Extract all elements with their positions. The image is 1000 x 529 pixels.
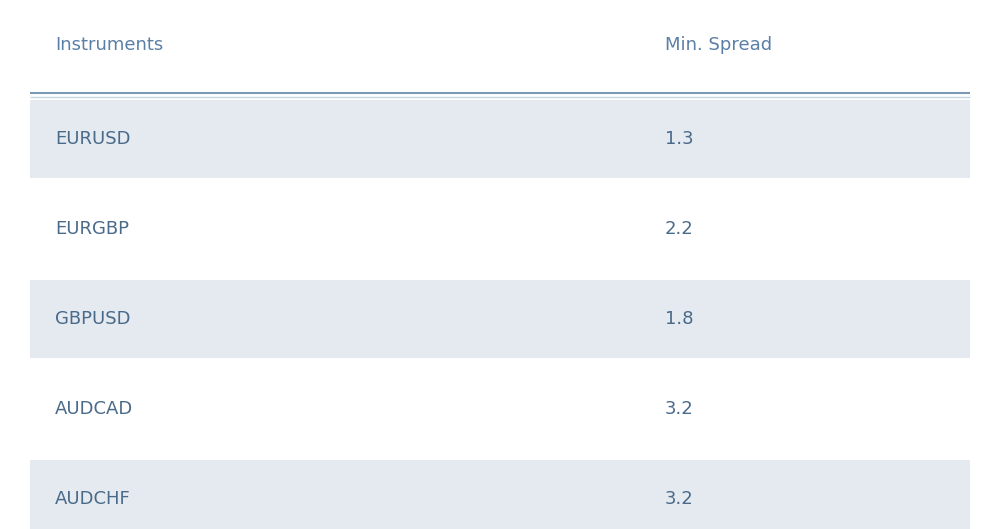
Text: GBPUSD: GBPUSD [55, 310, 130, 328]
Text: 3.2: 3.2 [665, 490, 694, 508]
Text: Instruments: Instruments [55, 36, 163, 54]
Text: AUDCAD: AUDCAD [55, 400, 133, 418]
Text: EURUSD: EURUSD [55, 130, 130, 148]
Text: AUDCHF: AUDCHF [55, 490, 131, 508]
FancyBboxPatch shape [30, 460, 970, 529]
Text: 3.2: 3.2 [665, 400, 694, 418]
FancyBboxPatch shape [30, 280, 970, 358]
Text: 2.2: 2.2 [665, 220, 694, 238]
Text: Min. Spread: Min. Spread [665, 36, 772, 54]
Text: EURGBP: EURGBP [55, 220, 129, 238]
Text: 1.3: 1.3 [665, 130, 694, 148]
FancyBboxPatch shape [30, 100, 970, 178]
Text: 1.8: 1.8 [665, 310, 694, 328]
